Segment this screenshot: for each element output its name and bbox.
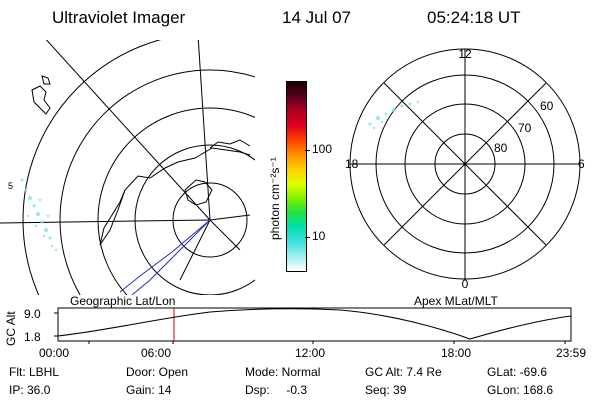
altitude-xtick: 12:00	[295, 346, 326, 360]
colorbar-tick-10: 10	[312, 229, 326, 243]
dsp-value: Dsp: -0.3	[245, 383, 308, 397]
glat-value: GLat: -69.6	[487, 365, 548, 379]
colorbar-tick-100: 100	[312, 142, 333, 156]
altitude-xtick: 23:59	[556, 346, 587, 360]
lat-circle	[172, 182, 248, 258]
apex-polar-plot: 12 18 6 0 60 70 80	[345, 47, 585, 291]
mlt-label-6: 6	[578, 157, 585, 171]
lat-circle	[134, 144, 255, 295]
coastline	[184, 179, 213, 206]
ip-value: IP: 36.0	[9, 383, 51, 397]
meridian-line	[209, 214, 251, 221]
coastline	[41, 75, 51, 85]
seq-value: Seq: 39	[365, 383, 407, 397]
mlat-label-70: 70	[518, 121, 532, 135]
altitude-xtick: 00:00	[39, 346, 70, 360]
geographic-map: 5	[0, 40, 255, 295]
mode-value: Mode: Normal	[245, 365, 321, 379]
coastline	[209, 139, 251, 149]
altitude-ytick-high: 9.0	[24, 307, 41, 321]
satellite-track	[131, 219, 211, 295]
meridian-line	[45, 40, 211, 221]
instrument-title: Ultraviolet Imager	[52, 8, 186, 27]
colorbar	[286, 81, 307, 272]
aurora-emission	[368, 100, 420, 130]
gain-value: Gain: 14	[126, 383, 172, 397]
filter-value: Flt: LBHL	[9, 365, 60, 379]
geographic-panel-label: Geographic Lat/Lon	[70, 294, 176, 308]
geo-edge-tick: 5	[8, 181, 13, 191]
lat-circle	[59, 69, 255, 295]
gc-alt-value: GC Alt: 7.4 Re	[365, 365, 442, 379]
coastline	[31, 85, 51, 115]
mlt-label-0: 0	[462, 277, 469, 291]
apex-panel-label: Apex MLat/MLT	[414, 294, 498, 308]
observation-date: 14 Jul 07	[282, 8, 351, 27]
coastline	[99, 147, 251, 246]
meridian-line	[179, 219, 211, 281]
altitude-curve	[57, 308, 572, 340]
altitude-plot	[54, 307, 572, 344]
glon-value: GLon: 168.6	[487, 383, 554, 397]
altitude-ylabel: GC Alt	[4, 311, 18, 346]
coastline	[99, 189, 126, 246]
altitude-ytick-low: 1.8	[24, 330, 41, 344]
mlt-label-12: 12	[458, 47, 472, 61]
meridian-line	[209, 219, 241, 251]
aurora-emission	[20, 178, 58, 252]
mlat-label-80: 80	[494, 141, 508, 155]
door-status: Door: Open	[126, 365, 189, 379]
meridian-line	[197, 40, 211, 221]
meridian-line	[0, 219, 211, 224]
satellite-track	[119, 219, 211, 293]
altitude-xtick: 06:00	[141, 346, 172, 360]
lat-circle	[97, 107, 255, 295]
mlt-line	[383, 82, 547, 246]
mlat-label-60: 60	[540, 99, 554, 113]
altitude-xtick: 18:00	[441, 346, 472, 360]
colorbar-unit-label: photon cm⁻²s⁻¹	[268, 157, 282, 240]
observation-time: 05:24:18 UT	[427, 8, 521, 27]
lat-circle	[22, 40, 162, 295]
mlt-label-18: 18	[345, 157, 359, 171]
